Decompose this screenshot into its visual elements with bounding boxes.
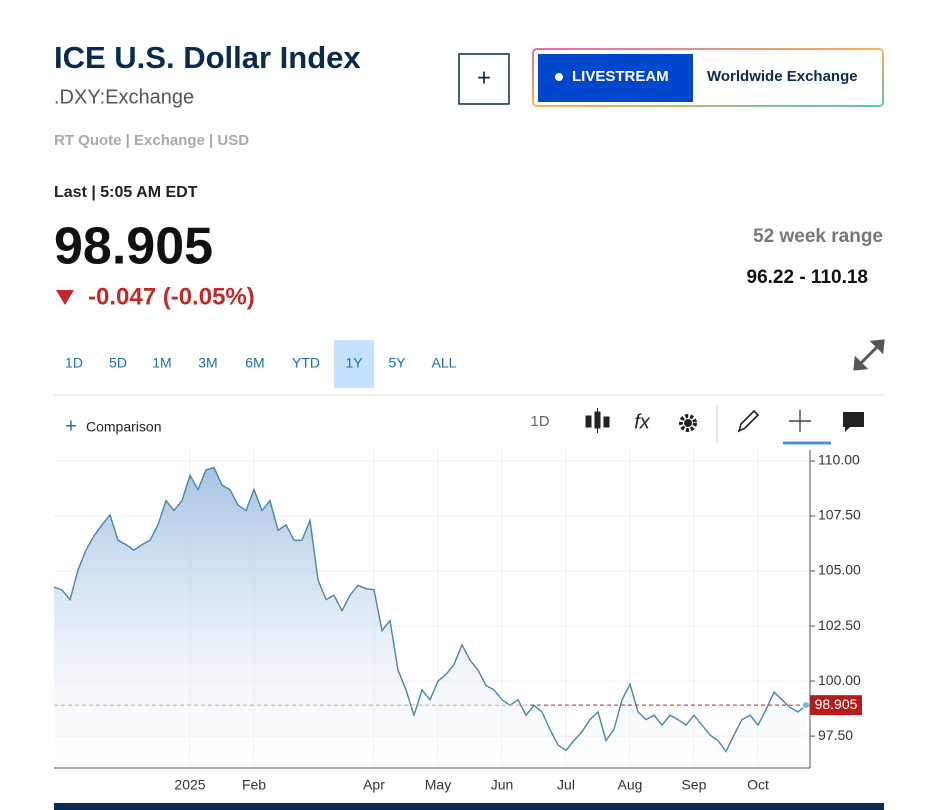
comparison[interactable]: Comparison bbox=[86, 419, 161, 435]
expand-head bbox=[853, 355, 869, 371]
area bbox=[54, 467, 806, 768]
candle bbox=[603, 416, 610, 428]
down-arrow bbox=[56, 290, 74, 305]
y-tick-label: 102.50 bbox=[818, 617, 861, 633]
x-tick-label: Aug bbox=[618, 777, 643, 793]
live-dot bbox=[555, 73, 563, 81]
range-button[interactable]: 3M bbox=[198, 355, 217, 371]
livestream-button[interactable]: LIVESTREAM bbox=[538, 54, 693, 102]
crosshair-icon[interactable] bbox=[789, 410, 811, 432]
expand-head bbox=[869, 339, 885, 355]
price: 98.905 bbox=[54, 218, 213, 276]
y-tick-label: 110.00 bbox=[818, 452, 860, 468]
comparison-plus: + bbox=[65, 415, 77, 437]
x-tick-label: Apr bbox=[363, 777, 385, 793]
comment-icon[interactable] bbox=[843, 412, 864, 432]
x-tick-label: Jul bbox=[557, 777, 575, 793]
x-tick-label: Feb bbox=[242, 777, 266, 793]
x-tick-label: Sep bbox=[682, 777, 707, 793]
page-title: ICE U.S. Dollar Index bbox=[54, 40, 361, 75]
range-button[interactable]: ALL bbox=[432, 355, 457, 371]
y-tick-label: 105.00 bbox=[818, 562, 861, 578]
x-tick-label: Oct bbox=[747, 777, 769, 793]
range-button[interactable]: 5D bbox=[109, 355, 127, 371]
range-highlight bbox=[334, 340, 374, 388]
pencil-icon[interactable] bbox=[737, 409, 760, 433]
range-button[interactable]: 5Y bbox=[388, 355, 406, 371]
range-button[interactable]: 6M bbox=[245, 355, 264, 371]
x-tick-label: Jun bbox=[491, 777, 514, 793]
range-button[interactable]: 1Y bbox=[345, 355, 363, 371]
add-button-label: + bbox=[477, 64, 491, 91]
range-button[interactable]: 1D bbox=[65, 355, 83, 371]
symbol: .DXY:Exchange bbox=[54, 86, 194, 108]
chart: 2025 Feb Apr May Jun Jul Aug Sep Oct 97.50 100.00 1… bbox=[53, 450, 862, 793]
gear-hub bbox=[684, 419, 692, 427]
range-selector: 1D 5D 1M 3M 6M YTD 1Y 5Y ALL bbox=[65, 340, 457, 388]
gear bbox=[679, 414, 697, 432]
livestream-bg bbox=[538, 54, 693, 102]
last-price-badge-label: 98.905 bbox=[815, 696, 858, 712]
change: -0.047 (-0.05%) bbox=[88, 283, 255, 310]
range-value: 96.22 - 110.18 bbox=[747, 267, 869, 288]
quote-meta: RT Quote | Exchange | USD bbox=[54, 132, 249, 149]
range-label: 52 week range bbox=[753, 226, 883, 247]
exchange-label[interactable]: Worldwide Exchange bbox=[707, 68, 858, 85]
x-tick-label: 2025 bbox=[174, 777, 205, 793]
last-price-badge bbox=[810, 695, 862, 716]
last-point bbox=[802, 701, 810, 710]
settings-icon[interactable] bbox=[679, 414, 697, 432]
candle bbox=[585, 415, 592, 428]
candles-icon[interactable] bbox=[585, 408, 610, 433]
last-label: Last | 5:05 AM EDT bbox=[54, 184, 198, 201]
range-button[interactable]: 1M bbox=[152, 355, 171, 371]
footer-bar bbox=[54, 803, 884, 810]
y-tick-label: 107.50 bbox=[818, 507, 861, 523]
x-tick-label: May bbox=[425, 777, 451, 793]
expand-icon[interactable] bbox=[853, 339, 885, 371]
y-tick-label: 100.00 bbox=[818, 672, 861, 688]
add-button-box bbox=[458, 53, 510, 105]
range-button[interactable]: YTD bbox=[292, 355, 320, 371]
interval[interactable]: 1D bbox=[530, 413, 549, 430]
fx-icon[interactable]: fx bbox=[634, 411, 651, 433]
add-button[interactable]: + bbox=[458, 53, 510, 105]
y-tick-label: 97.50 bbox=[818, 727, 853, 743]
livestream-label: LIVESTREAM bbox=[572, 68, 669, 85]
price-line bbox=[53, 466, 807, 753]
